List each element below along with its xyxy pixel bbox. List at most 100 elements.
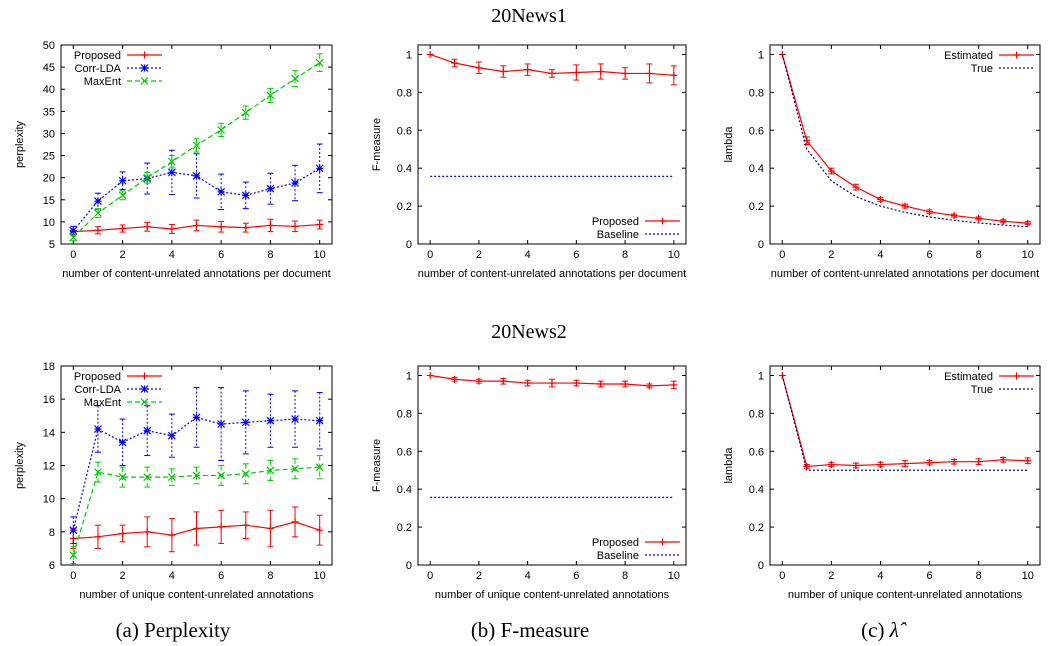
chart-1-series-corr-lda-point-7-d2	[241, 191, 250, 200]
chart-1-series-proposed-point-5	[193, 221, 200, 229]
chart-6-series-true-line	[781, 375, 1028, 471]
chart-6-xlabel: number of unique content-unrelated annot…	[788, 589, 1023, 601]
chart-1-series-maxent-point-6	[217, 125, 226, 134]
chart-6-ytick-label-3: 0.6	[749, 446, 764, 458]
chart-1-series-corr-lda-point-2	[118, 176, 127, 185]
chart-4-series-proposed-point-9	[291, 518, 299, 526]
chart-2-xtick-label-4: 8	[622, 249, 628, 261]
chart-1-xtick-label-5: 10	[314, 249, 326, 261]
chart-3-series-estimated-point-2	[827, 167, 835, 175]
chart-1-ytick-label-8: 45	[43, 62, 55, 74]
chart-1-series-corr-lda-point-5	[192, 171, 201, 180]
chart-3: 0 2 4 6 8 10 0 0.2 0.4 0.6 0.8 1 number of content-u…	[723, 44, 1041, 280]
chart-3-ytick-label-5: 1	[758, 49, 764, 61]
chart-3-ytick-label-4: 0.8	[749, 87, 764, 99]
chart-4-series-corr-lda	[69, 387, 324, 544]
chart-1-ytick-label-5: 30	[43, 128, 55, 140]
chart-2-series-proposed-point-6	[572, 68, 580, 76]
chart-3-xtick-label-2: 4	[877, 249, 883, 261]
chart-4-legend-label-proposed: Proposed	[74, 371, 121, 383]
chart-5-xtick-label-3: 6	[573, 570, 579, 582]
chart-1-series-maxent	[69, 53, 324, 242]
chart-3-frame	[769, 44, 1041, 245]
chart-1-series-maxent-point-8-d2	[266, 91, 275, 100]
chart-6: 0 2 4 6 8 10 0 0.2 0.4 0.6 0.8 1 number of unique co…	[723, 365, 1041, 601]
chart-3-series-true	[781, 54, 1028, 228]
chart-4-series-maxent-point-6	[217, 471, 226, 480]
chart-2-legend-label-proposed: Proposed	[592, 216, 639, 228]
chart-1-series-maxent-point-4-d2	[167, 157, 176, 166]
chart-3-series-true-line	[781, 54, 1028, 228]
chart-4-series-maxent-point-8	[266, 466, 275, 475]
chart-1-series-corr-lda-point-9	[291, 179, 299, 187]
chart-3-series-estimated-point-7	[950, 212, 958, 220]
chart-5-series-proposed-point-6	[572, 379, 580, 387]
chart-2-series-proposed-point-1	[451, 59, 459, 67]
chart-4-series-corr-lda-point-2	[118, 438, 127, 447]
chart-6-xtick-label-2: 4	[877, 570, 883, 582]
chart-2-ytick-label-4: 0.8	[397, 87, 412, 99]
chart-5-ytick-label-5: 1	[406, 370, 412, 382]
chart-6-series-estimated-point-3	[852, 462, 860, 469]
chart-4-series-corr-lda-point-8-d2	[266, 416, 275, 425]
chart-4-legend-marker-maxent-d2	[140, 398, 149, 406]
chart-3-series-estimated-point-6	[926, 208, 934, 216]
chart-1-ytick-label-6: 35	[43, 106, 55, 118]
chart-4-series-corr-lda-point-9-d2	[291, 415, 299, 423]
chart-1-series-proposed-point-2	[119, 225, 127, 233]
chart-4-ytick-label-2: 10	[43, 494, 55, 506]
chart-2-ytick-label-2: 0.4	[397, 163, 412, 175]
caption-perplexity: (a) Perplexity	[116, 618, 231, 642]
chart-1-legend-marker-proposed	[141, 51, 148, 59]
chart-3-legend-marker-estimated	[1013, 51, 1020, 59]
chart-2-ylabel: F-measure	[371, 118, 383, 171]
chart-6-series-estimated-point-10	[1024, 457, 1032, 465]
chart-2-xtick-label-1: 2	[476, 249, 482, 261]
chart-4-ytick-label-6: 18	[43, 361, 55, 373]
chart-1-series-maxent-point-2	[118, 191, 127, 200]
chart-2-xtick-label-3: 6	[573, 249, 579, 261]
chart-4-series-corr-lda-point-3-d2	[143, 426, 152, 435]
chart-3-xtick-label-5: 10	[1022, 249, 1034, 261]
chart-4-series-corr-lda-point-1-d2	[94, 425, 102, 433]
chart-3-series-estimated-point-4	[876, 195, 884, 203]
chart-3-ytick-label-0: 0	[758, 239, 764, 251]
chart-2-xtick-label-2: 4	[525, 249, 531, 261]
chart-1-series-maxent-point-4	[167, 157, 176, 166]
chart-5-ytick-label-4: 0.8	[397, 408, 412, 420]
chart-1-xtick-label-1: 2	[120, 249, 126, 261]
chart-1-series-corr-lda-point-8	[266, 184, 275, 193]
chart-6-ylabel: lambda	[723, 447, 735, 484]
chart-1-series-maxent-point-7	[241, 108, 250, 117]
chart-6-series-estimated-point-2	[827, 461, 835, 469]
chart-5-xtick-label-2: 4	[525, 570, 531, 582]
chart-4-xtick-label-1: 2	[120, 570, 126, 582]
chart-6-series-true	[781, 375, 1028, 471]
chart-1-legend-label-maxent: MaxEnt	[84, 76, 121, 88]
chart-4-series-corr-lda-point-10-d2	[315, 416, 324, 425]
chart-1-series-corr-lda-point-6	[217, 187, 226, 196]
chart-3-xtick-label-3: 6	[926, 249, 932, 261]
chart-5-xtick-label-5: 10	[668, 570, 680, 582]
chart-1-xtick-label-4: 8	[267, 249, 273, 261]
chart-2-frame	[417, 44, 687, 245]
chart-2-series-proposed-point-3	[499, 68, 507, 76]
chart-3-ytick-label-1: 0.2	[749, 201, 764, 213]
chart-4-series-proposed-point-2	[119, 529, 127, 537]
chart-4-series-maxent-point-8-d2	[266, 466, 275, 475]
chart-1-series-proposed-point-4	[168, 225, 176, 233]
chart-2-series-proposed-point-4	[524, 66, 532, 74]
chart-4-series-maxent-point-7	[241, 469, 250, 478]
chart-4-series-maxent-point-5-d2	[192, 471, 201, 480]
chart-5-series-proposed-point-2	[475, 377, 483, 385]
chart-4-series-corr-lda-point-9	[291, 415, 299, 423]
chart-3-series-estimated	[778, 50, 1032, 227]
chart-4-series-maxent-point-10-d2	[315, 463, 324, 472]
chart-6-xtick-label-4: 8	[976, 570, 982, 582]
chart-1-ytick-label-4: 25	[43, 151, 55, 163]
chart-4-series-corr-lda-point-2-d2	[118, 438, 127, 447]
chart-1-ytick-label-0: 5	[49, 239, 55, 251]
chart-6-legend-marker-estimated	[1013, 372, 1020, 380]
chart-4-series-maxent-point-5	[192, 471, 201, 480]
chart-1-series-maxent-point-5	[192, 141, 201, 150]
